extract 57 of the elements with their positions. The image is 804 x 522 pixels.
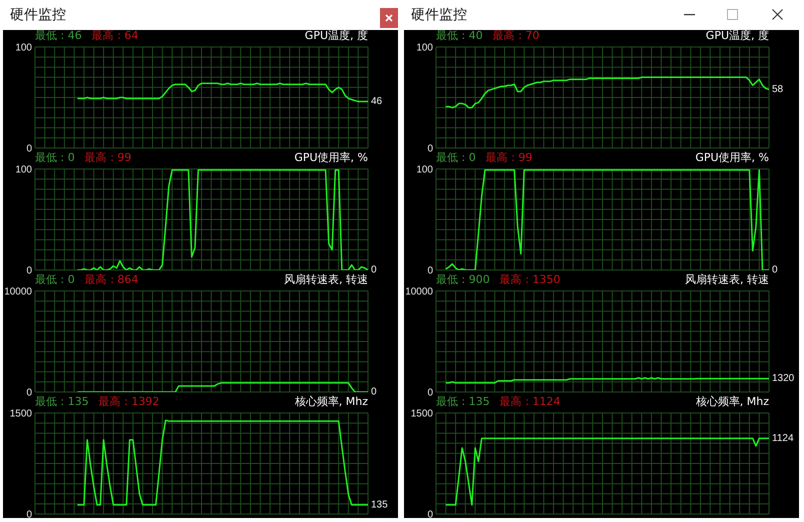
data-label: 46: [371, 96, 383, 108]
data-label: 1124: [772, 432, 794, 444]
data-label: 0: [371, 386, 377, 398]
line-series: [76, 382, 368, 392]
y-axis-title: 核心频率, Mhz: [696, 395, 769, 409]
chart-title: 硬件监控: [10, 6, 66, 24]
y-axis-title: GPU使用率, %: [695, 151, 769, 165]
y-axis-title: GPU使用率, %: [294, 151, 368, 165]
text: 最高 : 99: [486, 151, 532, 165]
y-tick-label: 0: [427, 144, 434, 155]
text: 最低 : 46: [35, 29, 82, 43]
text: 最高 : 70: [492, 29, 540, 43]
text: 最低 : 900: [436, 273, 490, 287]
text: 最低 : 135: [35, 395, 89, 409]
line-series: [445, 438, 769, 506]
text: 最低 : 40: [436, 29, 483, 43]
chart-title: 硬件监控: [411, 6, 467, 24]
text: 最高 : 1350: [500, 273, 560, 287]
y-axis-title: 核心频率, Mhz: [294, 395, 368, 409]
data-label: 135: [371, 499, 388, 510]
y-tick-label: 10000: [4, 286, 32, 298]
y-tick-label: 0: [26, 388, 32, 399]
line-series: [76, 169, 368, 270]
y-axis-title: 风扇转速表, 转速: [685, 273, 769, 287]
y-tick-label: 1500: [10, 408, 32, 420]
line-series: [76, 420, 368, 506]
data-label: 0: [371, 264, 377, 276]
y-tick-label: 0: [427, 388, 434, 399]
data-label: 1320: [772, 373, 795, 384]
text: 最低 : 135: [436, 395, 490, 409]
data-label: 58: [772, 84, 784, 95]
y-tick-label: 0: [427, 510, 434, 521]
text: 最低 : 0: [436, 151, 476, 165]
data-label: 0: [772, 264, 778, 276]
y-tick-label: 0: [26, 144, 32, 155]
text: 最高 : 64: [92, 29, 138, 43]
y-tick-label: 0: [26, 510, 32, 521]
y-tick-label: 0: [26, 266, 32, 277]
y-tick-label: 10000: [405, 286, 434, 298]
y-tick-label: 100: [416, 42, 434, 54]
y-tick-label: 100: [15, 164, 32, 176]
y-tick-label: 100: [15, 42, 32, 54]
text: 最低 : 0: [35, 273, 75, 287]
text: 最低 : 0: [35, 151, 75, 165]
line-series: [76, 82, 368, 102]
y-axis-title: 风扇转速表, 转速: [284, 273, 368, 287]
text: 最高 : 1124: [500, 395, 560, 409]
line-series: [445, 76, 769, 108]
text: 最高 : 864: [84, 273, 138, 287]
y-tick-label: 1500: [410, 408, 434, 420]
text: 最高 : 1392: [98, 395, 160, 409]
line-series: [445, 169, 769, 270]
y-axis-title: GPU温度, 度: [304, 29, 368, 43]
y-tick-label: 100: [416, 164, 434, 176]
text: 最高 : 99: [84, 151, 132, 165]
y-axis-title: GPU温度, 度: [706, 29, 769, 43]
y-tick-label: 0: [427, 266, 434, 277]
